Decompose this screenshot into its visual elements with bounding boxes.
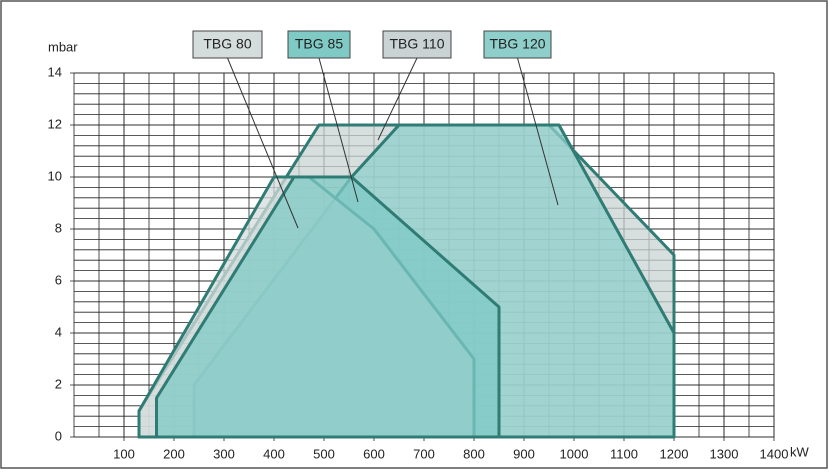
leader-line xyxy=(318,57,359,203)
leader-line xyxy=(227,57,299,229)
x-tick-label: 1200 xyxy=(660,446,689,461)
x-tick-label: 300 xyxy=(213,446,235,461)
x-tick-label: 200 xyxy=(163,446,185,461)
x-tick-label: 900 xyxy=(513,446,535,461)
legend-label: TBG 85 xyxy=(295,36,343,52)
x-tick-label: 500 xyxy=(313,446,335,461)
legend-label: TBG 80 xyxy=(203,36,251,52)
y-tick-label: 4 xyxy=(55,324,62,339)
x-tick-label: 700 xyxy=(413,446,435,461)
y-tick-label: 10 xyxy=(48,168,62,183)
x-tick-label: 1000 xyxy=(560,446,589,461)
y-tick-label: 2 xyxy=(55,376,62,391)
y-axis-label: mbar xyxy=(48,39,78,54)
plot xyxy=(70,72,775,441)
x-tick-label: 1400 xyxy=(760,446,789,461)
x-tick-label: 400 xyxy=(263,446,285,461)
legend-box xyxy=(287,30,351,59)
y-tick-label: 0 xyxy=(55,428,62,443)
legend-label: TBG 120 xyxy=(489,36,545,52)
legend-label: TBG 110 xyxy=(390,36,445,52)
y-tick-label: 14 xyxy=(48,64,62,79)
x-tick-label: 800 xyxy=(463,446,485,461)
legend-box xyxy=(483,30,552,59)
y-tick-label: 12 xyxy=(48,116,62,131)
x-tick-label: 100 xyxy=(113,446,135,461)
legend-box xyxy=(382,30,452,59)
y-tick-label: 8 xyxy=(55,220,62,235)
leader-line xyxy=(377,57,418,141)
x-tick-label: 600 xyxy=(363,446,385,461)
leader-line xyxy=(517,57,559,206)
legend-box xyxy=(192,30,263,59)
x-axis-label: kW xyxy=(790,444,810,459)
y-tick-label: 6 xyxy=(55,272,62,287)
x-tick-label: 1300 xyxy=(710,446,739,461)
x-tick-label: 1100 xyxy=(610,446,638,461)
